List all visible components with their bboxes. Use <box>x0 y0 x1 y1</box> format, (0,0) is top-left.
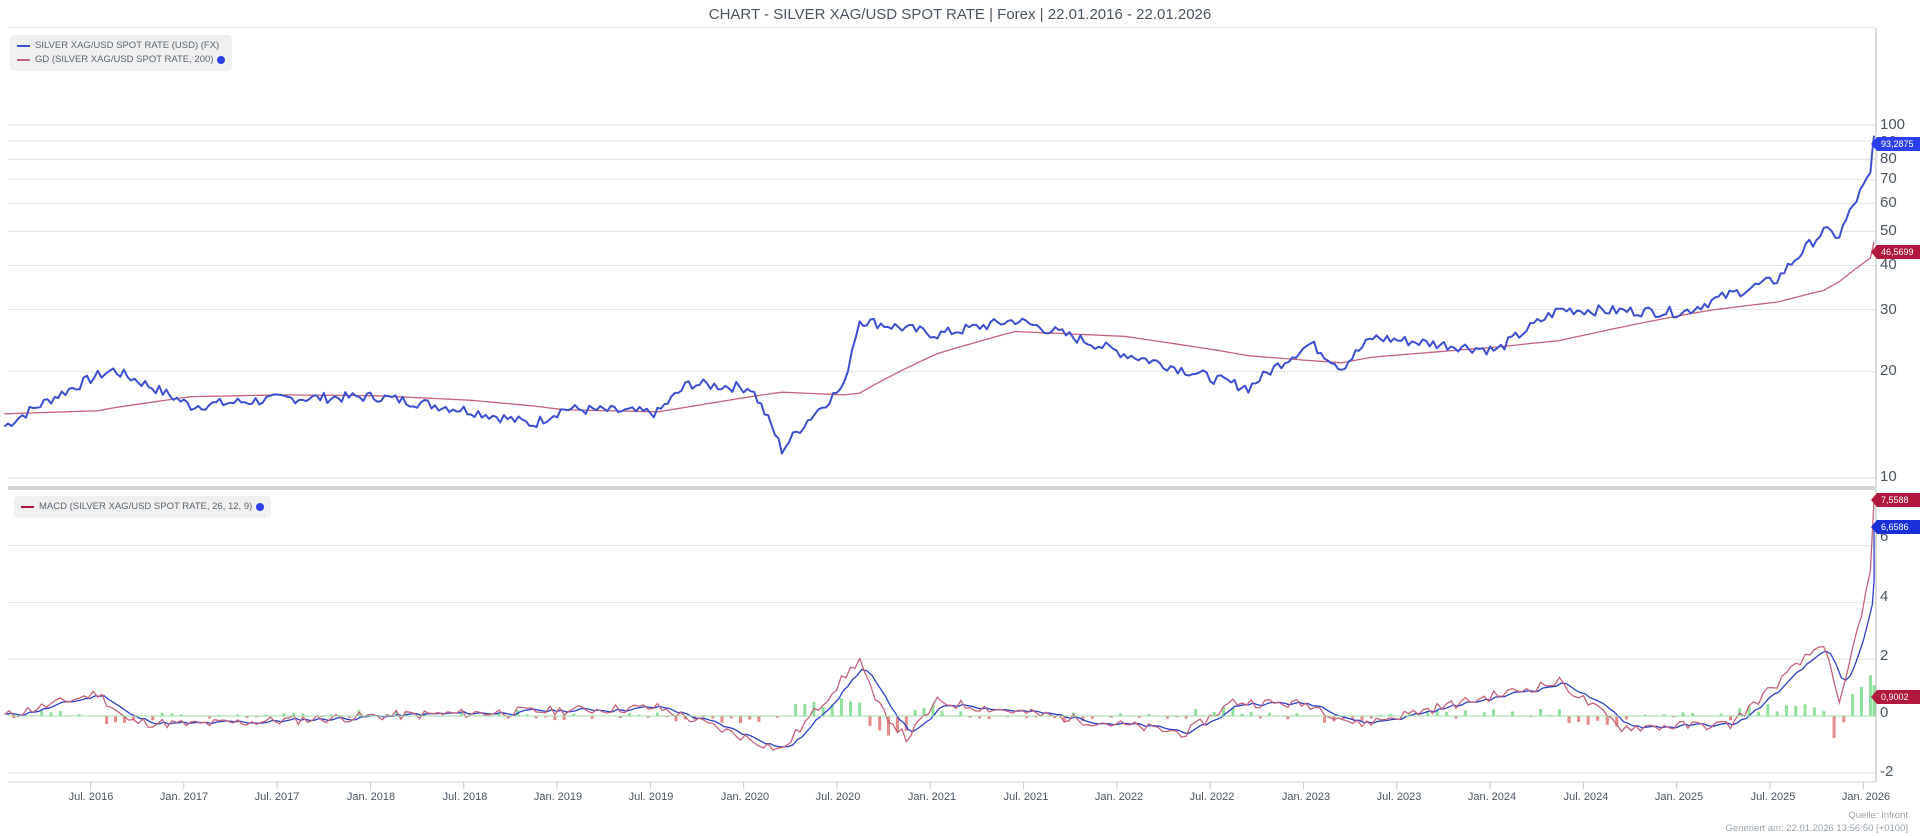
x-tick-label: Jan. 2019 <box>533 791 583 803</box>
y-tick-20: 20 <box>1880 362 1897 379</box>
x-tick-label: Jan. 2017 <box>159 791 209 803</box>
last-ma-badge: 46,5699 <box>1871 245 1920 259</box>
macd-y-tick-neg2: -2 <box>1880 763 1894 780</box>
legend-label: SILVER XAG/USD SPOT RATE (USD) (FX) <box>35 40 220 51</box>
y-tick-50: 50 <box>1880 222 1897 239</box>
y-tick-100: 100 <box>1880 116 1906 133</box>
macd-y-tick-6: 6 <box>1880 528 1889 545</box>
x-tick-label: Jul. 2025 <box>1750 791 1796 803</box>
moving-average-line <box>4 242 1875 415</box>
chart-title: CHART - SILVER XAG/USD SPOT RATE | Forex… <box>708 6 1212 23</box>
price-line <box>3 135 1875 455</box>
macd-signal-line <box>6 526 1875 748</box>
line-swatch-icon <box>17 59 30 61</box>
signal-value-badge: 6,6586 <box>1871 520 1920 534</box>
x-tick-label: Jan. 2020 <box>720 791 770 803</box>
legend-label: MACD (SILVER XAG/USD SPOT RATE, 26, 12, … <box>39 501 253 512</box>
x-tick-label: Jul. 2018 <box>442 791 488 803</box>
x-tick-label: Jul. 2016 <box>68 791 114 803</box>
x-tick-label: Jan. 2022 <box>1094 791 1144 803</box>
macd-y-tick-2: 2 <box>1880 647 1889 664</box>
macd-legend: MACD (SILVER XAG/USD SPOT RATE, 26, 12, … <box>14 496 272 518</box>
x-tick-label: Jan. 2026 <box>1841 791 1891 803</box>
panel-splitter[interactable] <box>8 486 1876 490</box>
x-tick-label: Jul. 2023 <box>1376 791 1422 803</box>
x-tick-label: Jan. 2025 <box>1654 791 1704 803</box>
settings-dot-icon[interactable] <box>256 503 265 511</box>
legend-item-price[interactable]: SILVER XAG/USD SPOT RATE (USD) (FX) <box>17 39 225 53</box>
y-tick-30: 30 <box>1880 301 1897 318</box>
x-tick-label: Jan. 2021 <box>907 791 957 803</box>
x-tick-label: Jul. 2024 <box>1563 791 1609 803</box>
grid-lines <box>8 124 1876 774</box>
x-tick-label: Jul. 2021 <box>1003 791 1049 803</box>
title-divider <box>8 27 1876 28</box>
generated-timestamp: Generiert am: 22.01.2026 13:56:50 [+0100… <box>1725 823 1908 834</box>
macd-value-badge: 7,5588 <box>1871 493 1920 507</box>
macd-line <box>3 501 1875 751</box>
x-axis-ticks <box>90 782 1864 789</box>
histogram-value-badge: 0,9002 <box>1871 690 1920 704</box>
legend-label: GD (SILVER XAG/USD SPOT RATE, 200) <box>35 54 214 65</box>
x-tick-label: Jul. 2017 <box>254 791 300 803</box>
last-price-badge: 93,2875 <box>1871 137 1920 151</box>
x-tick-label: Jul. 2020 <box>815 791 861 803</box>
x-tick-label: Jan. 2023 <box>1281 791 1331 803</box>
legend-item-macd[interactable]: MACD (SILVER XAG/USD SPOT RATE, 26, 12, … <box>21 500 265 514</box>
y-tick-10: 10 <box>1880 468 1897 485</box>
source-note: Quelle: Infront <box>1848 810 1908 821</box>
line-swatch-icon <box>21 506 34 508</box>
x-tick-label: Jan. 2024 <box>1467 791 1517 803</box>
y-tick-70: 70 <box>1880 170 1897 187</box>
price-legend: SILVER XAG/USD SPOT RATE (USD) (FX) GD (… <box>10 35 233 71</box>
line-swatch-icon <box>17 45 30 47</box>
y-tick-80: 80 <box>1880 150 1897 167</box>
y-tick-60: 60 <box>1880 194 1897 211</box>
x-tick-label: Jul. 2022 <box>1189 791 1235 803</box>
legend-item-ma[interactable]: GD (SILVER XAG/USD SPOT RATE, 200) <box>17 53 226 67</box>
x-tick-label: Jul. 2019 <box>628 791 674 803</box>
macd-y-tick-0: 0 <box>1880 704 1889 721</box>
y-tick-40: 40 <box>1880 256 1897 273</box>
settings-dot-icon[interactable] <box>217 56 226 64</box>
x-tick-label: Jan. 2018 <box>346 791 396 803</box>
macd-y-tick-4: 4 <box>1880 588 1889 605</box>
